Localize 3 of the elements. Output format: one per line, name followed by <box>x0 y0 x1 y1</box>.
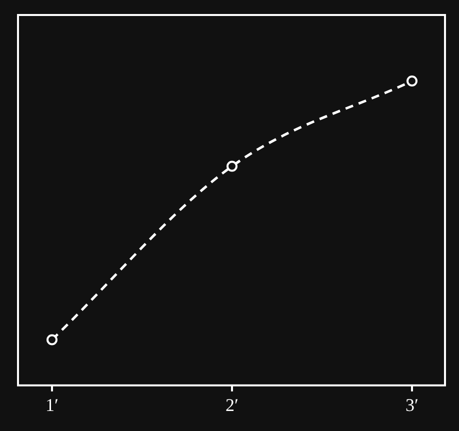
x-tick-label: 2′ <box>226 394 239 415</box>
x-tick-label: 3′ <box>406 394 419 415</box>
x-tick-label: 1′ <box>46 394 59 415</box>
